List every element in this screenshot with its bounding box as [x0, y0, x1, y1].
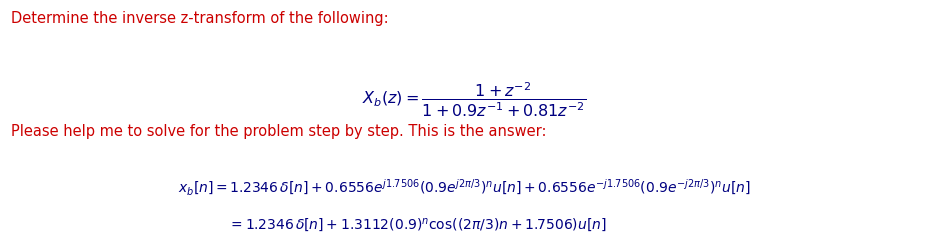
Text: Please help me to solve for the problem step by step. This is the answer:: Please help me to solve for the problem … [11, 124, 547, 139]
Text: $= 1.2346\,\delta[n] + 1.3112(0.9)^n\cos((2\pi/3)n + 1.7506)u[n]$: $= 1.2346\,\delta[n] + 1.3112(0.9)^n\cos… [228, 217, 607, 234]
Text: $x_b[n] = 1.2346\,\delta[n] + 0.6556e^{j1.7506}(0.9e^{j2\pi/3})^n u[n] + 0.6556e: $x_b[n] = 1.2346\,\delta[n] + 0.6556e^{j… [178, 177, 751, 197]
Text: Determine the inverse z-transform of the following:: Determine the inverse z-transform of the… [11, 11, 389, 26]
Text: $X_b(z) = \dfrac{1 + z^{-2}}{1 + 0.9z^{-1} + 0.81z^{-2}}$: $X_b(z) = \dfrac{1 + z^{-2}}{1 + 0.9z^{-… [362, 80, 586, 119]
